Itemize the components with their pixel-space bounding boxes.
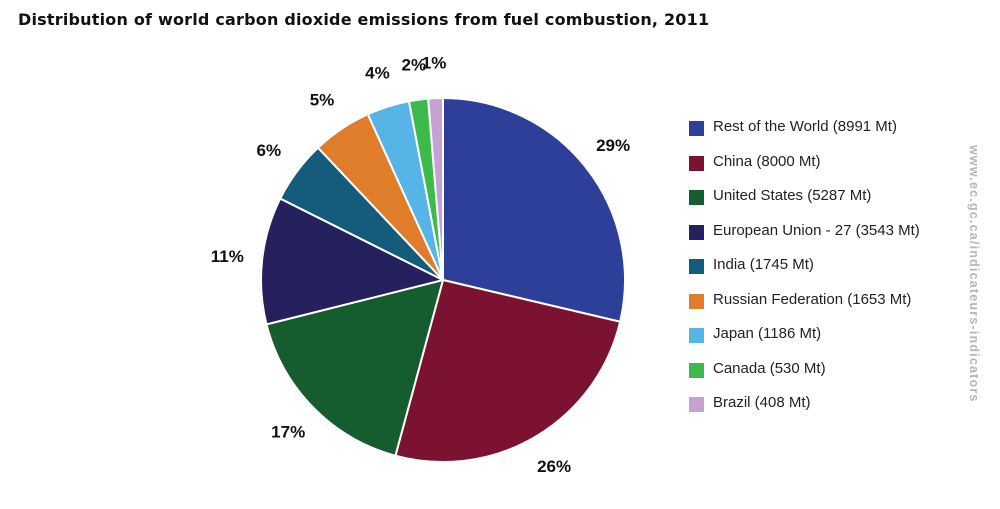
legend-item: Brazil (408 Mt) <box>689 388 969 423</box>
pie-slice <box>265 278 445 457</box>
legend-swatch <box>689 121 704 136</box>
legend-swatch <box>689 293 704 309</box>
legend-swatch <box>689 362 704 378</box>
legend-item: India (1745 Mt) <box>689 250 969 285</box>
legend-swatch <box>689 328 704 343</box>
legend-label: Rest of the World (8991 Mt) <box>713 118 897 135</box>
legend-label: Russian Federation (1653 Mt) <box>713 290 912 308</box>
legend-label: United States (5287 Mt) <box>713 187 872 204</box>
legend: Rest of the World (8991 Mt) China (8000 M… <box>689 112 969 423</box>
legend-item: China (8000 Mt) <box>689 147 969 182</box>
legend-label: India (1745 Mt) <box>713 256 814 273</box>
slice-percent-label: 1% <box>422 54 447 73</box>
legend-swatch <box>689 190 704 205</box>
legend-item: Rest of the World (8991 Mt) <box>689 112 969 147</box>
pie-slice <box>427 96 444 281</box>
slice-percent-label: 26% <box>537 457 571 476</box>
legend-label: European Union - 27 (3543 Mt) <box>713 221 920 239</box>
legend-item: United States (5287 Mt) <box>689 181 969 216</box>
pie-slice <box>394 278 622 463</box>
legend-swatch <box>689 224 704 240</box>
legend-label: Japan (1186 Mt) <box>713 325 822 342</box>
legend-swatch <box>689 155 704 171</box>
legend-item: Russian Federation (1653 Mt) <box>689 285 969 320</box>
legend-item: Canada (530 Mt) <box>689 354 969 389</box>
legend-label: Canada (530 Mt) <box>713 359 826 377</box>
slice-percent-label: 2% <box>402 56 427 75</box>
legend-label: Brazil (408 Mt) <box>713 394 811 411</box>
legend-label: China (8000 Mt) <box>713 152 821 170</box>
slice-percent-label: 17% <box>271 423 305 442</box>
legend-item: Japan (1186 Mt) <box>689 319 969 354</box>
slice-percent-label: 6% <box>257 141 282 160</box>
chart-title: Distribution of world carbon dioxide emi… <box>18 10 710 29</box>
slice-percent-label: 5% <box>310 90 335 109</box>
slice-percent-label: 11% <box>211 247 244 266</box>
legend-item: European Union - 27 (3543 Mt) <box>689 216 969 251</box>
pie-slice <box>260 197 446 326</box>
slice-percent-label: 29% <box>596 136 630 155</box>
legend-swatch <box>689 397 704 412</box>
slice-percent-label: 4% <box>365 64 390 83</box>
watermark: www.ec.gc.ca/indicateurs-indicators <box>967 145 981 403</box>
pie-slice <box>442 96 626 323</box>
legend-swatch <box>689 259 704 274</box>
